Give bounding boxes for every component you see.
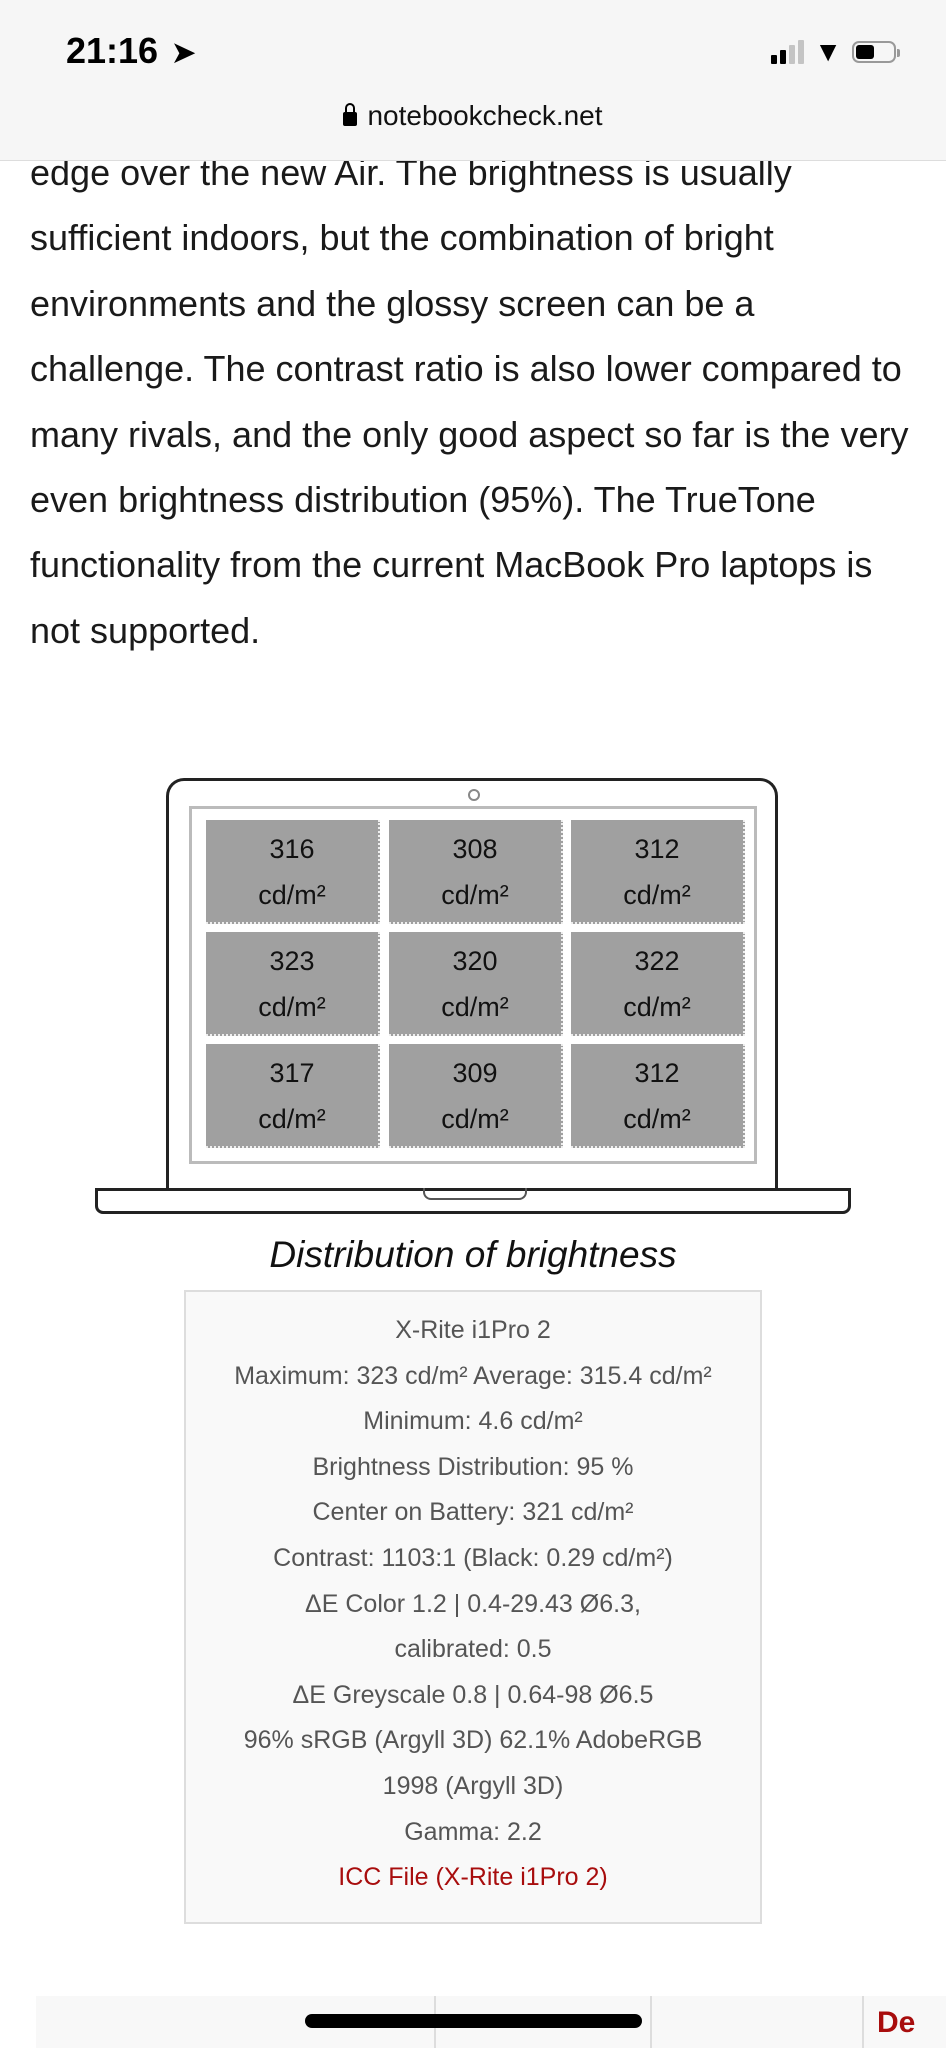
cell-value: 309 (452, 1058, 498, 1088)
battery-icon (852, 41, 900, 63)
brightness-cell: 309 cd/m² (389, 1044, 563, 1148)
status-time: 21:16 (66, 30, 159, 71)
measurement-line: Brightness Distribution: 95 % (312, 1452, 634, 1481)
measurement-line: Minimum: 4.6 cd/m² (363, 1407, 583, 1436)
nav-item-partial[interactable]: De (877, 2006, 916, 2039)
cell-unit: cd/m² (441, 880, 509, 910)
measurements-box: X-Rite i1Pro 2 Maximum: 323 cd/m² Average… (184, 1290, 762, 1924)
measurement-line: ΔE Color 1.2 | 0.4-29.43 Ø6.3, (305, 1589, 641, 1618)
lock-icon (343, 103, 358, 126)
cell-value: 323 (269, 946, 315, 976)
icc-file-link[interactable]: ICC File (X-Rite i1Pro 2) (338, 1863, 608, 1892)
cell-value: 308 (452, 834, 498, 864)
camera-icon (468, 789, 480, 801)
brightness-cell: 317 cd/m² (206, 1044, 380, 1148)
laptop-base (95, 1188, 851, 1214)
brightness-cell: 312 cd/m² (571, 820, 745, 924)
cell-value: 320 (452, 946, 498, 976)
laptop-illustration: 316 cd/m² 308 cd/m² 312 cd/m² 323 cd/m² 320 cd/m²… (166, 778, 778, 1190)
home-indicator[interactable] (305, 2014, 642, 2028)
cell-unit: cd/m² (441, 992, 509, 1022)
brightness-grid: 316 cd/m² 308 cd/m² 312 cd/m² 323 cd/m² 320 cd/m²… (189, 806, 757, 1164)
cell-unit: cd/m² (258, 880, 326, 910)
brightness-cell: 322 cd/m² (571, 932, 745, 1036)
measurement-line: 96% sRGB (Argyll 3D) 62.1% AdobeRGB (243, 1726, 703, 1755)
cell-unit: cd/m² (623, 880, 691, 910)
brightness-cell: 316 cd/m² (206, 820, 380, 924)
measurement-line: Center on Battery: 321 cd/m² (312, 1498, 634, 1527)
cell-value: 312 (634, 834, 680, 864)
cell-unit: cd/m² (258, 992, 326, 1022)
cell-unit: cd/m² (441, 1104, 509, 1134)
measurement-line: calibrated: 0.5 (394, 1635, 552, 1664)
measurement-line: Maximum: 323 cd/m² Average: 315.4 cd/m² (234, 1361, 712, 1390)
measurement-line: 1998 (Argyll 3D) (382, 1771, 564, 1800)
brightness-cell: 312 cd/m² (571, 1044, 745, 1148)
signal-icon (771, 40, 805, 64)
measurement-line: ΔE Greyscale 0.8 | 0.64-98 Ø6.5 (292, 1680, 654, 1709)
cell-value: 322 (634, 946, 680, 976)
brightness-cell: 320 cd/m² (389, 932, 563, 1036)
cell-unit: cd/m² (623, 992, 691, 1022)
brightness-cell: 308 cd/m² (389, 820, 563, 924)
address-bar[interactable]: notebookcheck.net (0, 100, 946, 132)
wifi-icon: ▼ (814, 36, 842, 67)
cell-value: 316 (269, 834, 315, 864)
measurement-line: Contrast: 1103:1 (Black: 0.29 cd/m²) (273, 1543, 673, 1572)
article-text: edge over the new Air. The brightness is… (30, 152, 909, 651)
status-icons: ▼ (771, 36, 900, 68)
cell-unit: cd/m² (258, 1104, 326, 1134)
cell-value: 312 (634, 1058, 680, 1088)
measurement-line: Gamma: 2.2 (404, 1817, 542, 1846)
browser-header: 21:16 ➤ ▼ notebookcheck.net (0, 0, 946, 161)
brightness-cell: 323 cd/m² (206, 932, 380, 1036)
cell-value: 317 (269, 1058, 315, 1088)
measurement-line: X-Rite i1Pro 2 (395, 1316, 551, 1344)
cell-unit: cd/m² (623, 1104, 691, 1134)
figure-caption: Distribution of brightness (269, 1234, 677, 1275)
location-arrow-icon: ➤ (172, 37, 196, 68)
url-text: notebookcheck.net (367, 100, 603, 131)
